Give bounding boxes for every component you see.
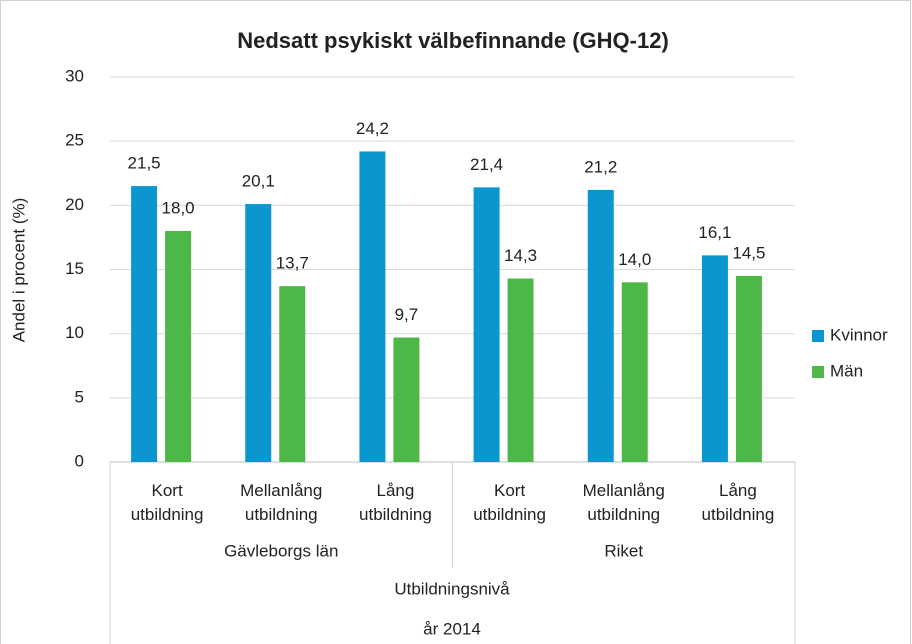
value-label: 14,3	[504, 246, 537, 265]
bar	[473, 187, 500, 462]
x-axis-label: Utbildningsnivå	[394, 579, 510, 598]
x-tick-label: Kort utbildning	[473, 481, 546, 524]
legend-label: Kvinnor	[830, 325, 888, 344]
value-label: 21,2	[584, 157, 617, 176]
bar	[507, 278, 534, 462]
x-axis-sublabel: år 2014	[423, 619, 481, 638]
value-label: 21,5	[128, 154, 161, 173]
legend-label: Män	[830, 361, 863, 380]
y-tick-label: 30	[65, 66, 84, 85]
y-tick-label: 5	[75, 387, 84, 406]
x-tick-label: Lång utbildning	[359, 481, 432, 524]
y-tick-label: 15	[65, 259, 84, 278]
value-label: 21,4	[470, 155, 503, 174]
y-tick-label: 0	[75, 451, 84, 470]
bar	[735, 275, 762, 462]
x-tick-label: Lång utbildning	[702, 481, 775, 524]
value-label: 9,7	[395, 305, 419, 324]
value-label: 20,1	[242, 172, 275, 191]
bar	[279, 286, 306, 462]
value-label: 16,1	[698, 223, 731, 242]
y-tick-label: 20	[65, 195, 84, 214]
y-tick-label: 25	[65, 131, 84, 150]
bar	[165, 231, 192, 462]
value-label: 13,7	[276, 254, 309, 273]
group-label: Riket	[604, 541, 643, 560]
chart-title: Nedsatt psykiskt välbefinnande (GHQ-12)	[237, 28, 669, 53]
bar	[393, 337, 420, 462]
legend-swatch	[812, 366, 824, 378]
x-tick-label: Mellanlång utbildning	[240, 481, 322, 524]
value-label: 14,0	[618, 250, 651, 269]
bar	[359, 151, 386, 462]
y-axis-label: Andel i procent (%)	[9, 198, 28, 343]
x-tick-label: Kort utbildning	[131, 481, 204, 524]
y-tick-label: 10	[65, 323, 84, 342]
bar	[701, 255, 728, 462]
legend-swatch	[812, 330, 824, 342]
x-tick-label: Mellanlång utbildning	[583, 481, 665, 524]
value-label: 18,0	[162, 198, 195, 217]
bar	[245, 204, 272, 463]
value-label: 14,5	[732, 243, 765, 262]
bar	[131, 186, 158, 463]
bar	[621, 282, 648, 462]
group-label: Gävleborgs län	[224, 541, 338, 560]
bar	[587, 189, 614, 462]
value-label: 24,2	[356, 119, 389, 138]
